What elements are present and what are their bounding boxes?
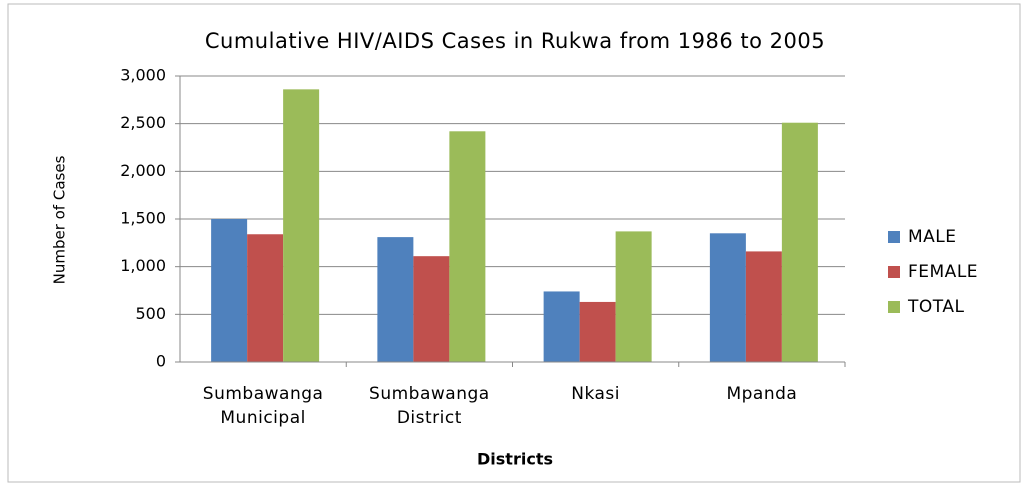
- bar: [211, 219, 248, 362]
- bar: [709, 233, 746, 362]
- legend-label: TOTAL: [907, 297, 964, 317]
- y-tick-label: 500: [135, 304, 166, 323]
- bar: [449, 131, 486, 362]
- x-axis-label: Districts: [477, 450, 553, 469]
- bar: [745, 251, 782, 362]
- legend-swatch: [888, 266, 900, 278]
- y-tick-label: 3,000: [120, 66, 166, 85]
- bar: [579, 301, 616, 362]
- bar: [781, 122, 818, 362]
- bar: [413, 256, 450, 362]
- y-tick-label: 0: [156, 352, 166, 371]
- x-tick-label: Sumbawanga Municipal: [202, 384, 324, 428]
- y-tick-label: 2,500: [120, 113, 166, 132]
- bar: [283, 89, 320, 362]
- legend-swatch: [888, 301, 900, 313]
- bar: [543, 291, 580, 362]
- y-axis-label: Number of Cases: [51, 155, 69, 284]
- x-tick-label: Mpanda: [726, 384, 798, 404]
- x-tick-label: Nkasi: [571, 384, 620, 404]
- y-tick-label: 1,500: [120, 209, 166, 228]
- y-tick-label: 1,000: [120, 256, 166, 275]
- legend-label: MALE: [908, 227, 957, 247]
- chart-title: Cumulative HIV/AIDS Cases in Rukwa from …: [205, 29, 825, 53]
- bar: [247, 234, 284, 362]
- bar: [377, 237, 414, 362]
- legend-swatch: [888, 231, 900, 243]
- chart-frame: [7, 3, 1021, 483]
- y-tick-label: 2,000: [120, 161, 166, 180]
- x-tick-label: Sumbawanga District: [369, 384, 490, 428]
- bar: [615, 231, 652, 362]
- legend-label: FEMALE: [908, 262, 978, 282]
